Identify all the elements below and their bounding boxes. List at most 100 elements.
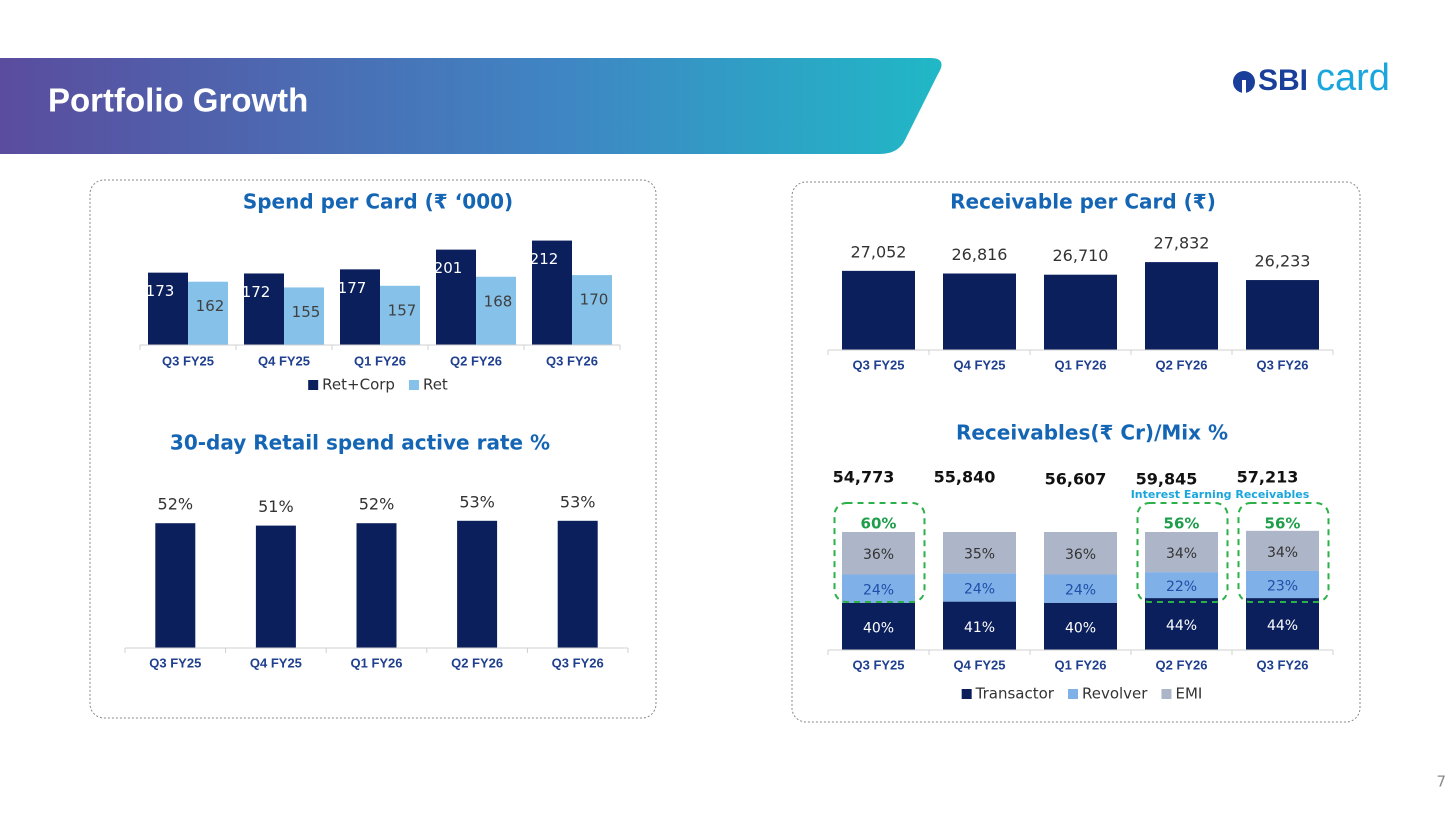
value-label: 212: [530, 250, 559, 268]
bar: [244, 273, 284, 345]
bar: [340, 269, 380, 345]
total-label: 57,213: [1237, 468, 1299, 487]
page-number: 7: [1436, 773, 1446, 791]
total-label: 54,773: [833, 468, 895, 487]
value-label: 157: [388, 301, 417, 319]
x-tick-label: Q2 FY26: [450, 353, 502, 368]
segment-label: 35%: [964, 547, 995, 563]
bar: [457, 520, 498, 648]
bar: [557, 520, 598, 648]
annotation-box: [833, 502, 926, 603]
bar: [476, 276, 516, 345]
bar-segment: [842, 532, 915, 575]
value-label: 27,052: [851, 242, 907, 261]
bar-segment: [943, 601, 1016, 650]
annotation-box: [1237, 502, 1330, 603]
logo-keyhole: [1242, 80, 1246, 94]
legend-swatch: [961, 689, 972, 699]
bar: [1246, 280, 1319, 350]
bar: [572, 275, 612, 345]
bar-segment: [842, 574, 915, 603]
chart-title: Receivables(₹ Cr)/Mix %: [956, 421, 1228, 445]
bar: [943, 273, 1016, 350]
logo-light: card: [1316, 57, 1390, 99]
annotation-label: 56%: [1164, 515, 1200, 533]
bar-segment: [943, 573, 1016, 602]
x-tick-label: Q3 FY25: [149, 655, 201, 670]
bar: [188, 281, 228, 345]
legend-swatch: [1067, 689, 1078, 699]
x-tick-label: Q4 FY25: [250, 655, 302, 670]
bar-segment: [1246, 570, 1319, 599]
segment-label: 41%: [964, 620, 995, 636]
bar-segment: [1044, 532, 1117, 575]
value-label: 53%: [459, 492, 495, 511]
annotation-label: 56%: [1265, 515, 1301, 533]
segment-label: 44%: [1166, 618, 1197, 634]
bar-segment: [1145, 572, 1218, 599]
x-tick-label: Q1 FY26: [1054, 657, 1106, 672]
bar-segment: [1246, 598, 1319, 650]
chart-title: Receivable per Card (₹): [950, 190, 1216, 214]
bar-segment: [1145, 598, 1218, 650]
total-label: 56,607: [1045, 470, 1107, 489]
header-title: Portfolio Growth: [48, 82, 308, 119]
bar: [284, 287, 324, 345]
x-tick-label: Q3 FY26: [1256, 657, 1308, 672]
x-tick-label: Q3 FY25: [162, 353, 214, 368]
bar-segment: [842, 602, 915, 650]
x-tick-label: Q4 FY25: [953, 657, 1005, 672]
value-label: 51%: [258, 497, 294, 516]
x-tick-label: Q1 FY26: [1054, 357, 1106, 372]
segment-label: 24%: [964, 581, 995, 597]
bar: [532, 240, 572, 345]
logo-bold: SBI: [1258, 64, 1308, 97]
legend-swatch: [308, 380, 319, 390]
x-tick-label: Q2 FY26: [1155, 657, 1207, 672]
segment-label: 36%: [863, 547, 894, 563]
value-label: 52%: [359, 495, 395, 514]
value-label: 155: [292, 303, 321, 321]
bar: [356, 523, 397, 648]
x-tick-label: Q2 FY26: [1155, 357, 1207, 372]
x-tick-label: Q1 FY26: [350, 655, 402, 670]
value-label: 168: [484, 292, 513, 310]
legend-label: Ret: [423, 376, 448, 394]
bar: [380, 285, 420, 345]
segment-label: 24%: [1065, 583, 1096, 599]
x-tick-label: Q3 FY25: [852, 657, 904, 672]
legend-label: Transactor: [975, 685, 1055, 703]
total-label: 55,840: [934, 468, 996, 487]
x-tick-label: Q3 FY26: [546, 353, 598, 368]
value-label: 173: [146, 282, 175, 300]
bar-segment: [1246, 530, 1319, 571]
header-band: [0, 58, 942, 154]
legend-label: EMI: [1175, 685, 1202, 703]
segment-label: 40%: [1065, 620, 1096, 636]
bar-segment: [943, 532, 1016, 574]
legend-label: Ret+Corp: [322, 376, 395, 394]
segment-label: 36%: [1065, 547, 1096, 563]
bar: [1145, 262, 1218, 350]
bar: [155, 523, 196, 648]
x-tick-label: Q3 FY25: [852, 357, 904, 372]
bar-segment: [1044, 574, 1117, 603]
value-label: 172: [242, 283, 271, 301]
segment-label: 23%: [1267, 579, 1298, 595]
bar: [842, 270, 915, 350]
bar-segment: [1044, 602, 1117, 650]
value-label: 170: [580, 291, 609, 309]
x-tick-label: Q3 FY26: [1256, 357, 1308, 372]
value-label: 26,710: [1053, 246, 1109, 265]
value-label: 201: [434, 259, 463, 277]
bar: [436, 249, 476, 345]
value-label: 53%: [560, 492, 596, 511]
x-tick-label: Q4 FY25: [258, 353, 310, 368]
annotation-label: 60%: [861, 515, 897, 533]
segment-label: 22%: [1166, 579, 1197, 595]
x-tick-label: Q4 FY25: [953, 357, 1005, 372]
bar: [255, 525, 296, 648]
value-label: 177: [338, 279, 367, 297]
bar: [148, 272, 188, 345]
